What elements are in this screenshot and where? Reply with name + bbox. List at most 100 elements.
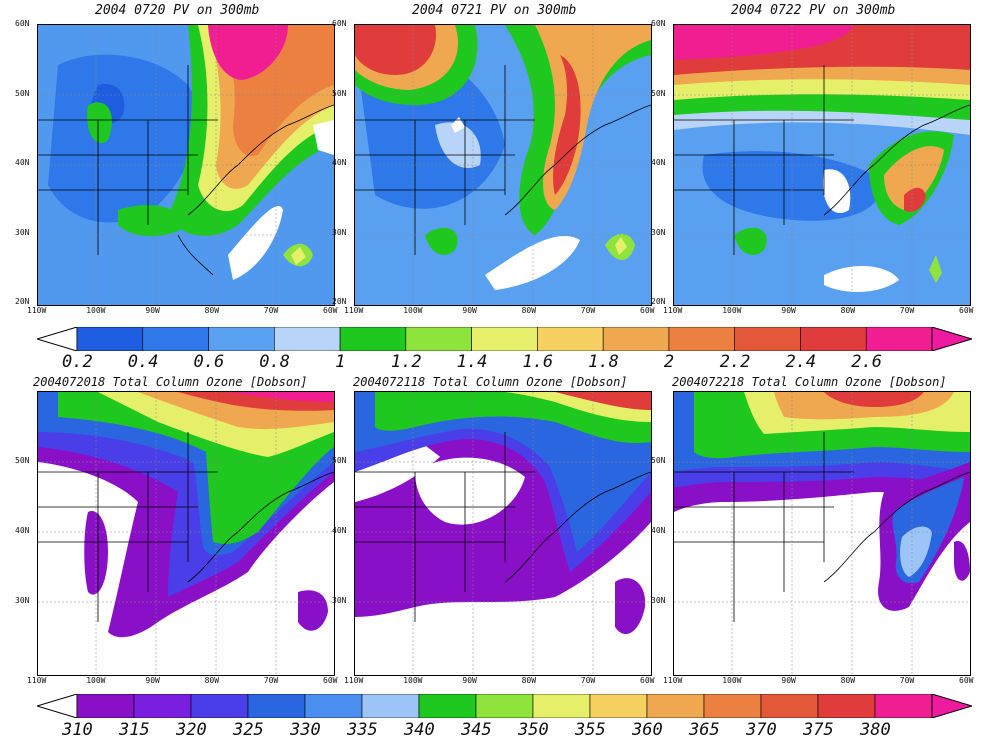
lon-label: 80W [840, 676, 856, 685]
lat-label: 60N [651, 19, 666, 28]
lon-label: 100W [722, 676, 742, 685]
colorbar-label: 310 [62, 720, 93, 740]
lat-label: 40N [651, 158, 666, 167]
colorbar-segment [247, 694, 306, 718]
lon-label: 90W [462, 676, 477, 685]
colorbar-label: 320 [176, 720, 207, 740]
lon-label: 70W [263, 306, 279, 315]
lon-label: 60W [323, 676, 338, 685]
colorbar-label: 2 [663, 352, 675, 372]
lon-label: 110W [27, 306, 47, 315]
colorbar-label: 365 [689, 720, 720, 740]
colorbar-label: 330 [290, 720, 321, 740]
lon-label: 90W [781, 306, 796, 315]
pv-map-0721 [354, 24, 652, 306]
lat-label: 30N [15, 596, 30, 605]
colorbar-label: 355 [575, 720, 606, 740]
lon-label: 60W [640, 306, 655, 315]
lon-label: 60W [323, 306, 338, 315]
colorbar-label: 370 [746, 720, 777, 740]
lat-label: 50N [15, 88, 30, 98]
colorbar-segment [76, 327, 144, 351]
lon-label: 60W [959, 306, 974, 315]
lon-label: 80W [204, 676, 220, 685]
colorbar-segment [361, 694, 420, 718]
lon-label: 70W [580, 306, 596, 315]
ozone-map-2004072218 [673, 391, 971, 676]
ozone-colorbar [37, 694, 972, 718]
lon-label: 90W [462, 306, 477, 315]
lon-label: 80W [840, 306, 856, 315]
colorbar-label: 0.4 [127, 352, 159, 372]
colorbar-label: 1.8 [588, 352, 619, 372]
colorbar-segment [537, 327, 604, 351]
lon-label: 110W [344, 676, 364, 685]
lat-label: 30N [651, 227, 666, 237]
colorbar-segment [532, 694, 591, 718]
pv-panel-title-2: 2004 0721 PV on 300mb [412, 3, 577, 18]
colorbar-label: 345 [461, 720, 492, 740]
lon-label: 110W [27, 676, 47, 685]
lat-label: 40N [15, 158, 30, 167]
ozone-map-2004072118 [354, 391, 652, 676]
colorbar-under-triangle [37, 694, 78, 718]
colorbar-segment [589, 694, 648, 718]
lon-label: 110W [663, 306, 683, 315]
lat-label: 60N [15, 19, 30, 28]
colorbar-segment [602, 327, 670, 351]
ozone-map-2004072018 [37, 391, 335, 676]
lon-label: 70W [263, 676, 279, 685]
lon-label: 80W [521, 676, 537, 685]
lat-label: 50N [332, 88, 347, 98]
colorbar-under-triangle [37, 327, 78, 351]
colorbar-segment [418, 694, 477, 718]
colorbar-label: 0.6 [193, 352, 225, 372]
lat-label: 30N [332, 596, 347, 605]
lat-label: 50N [332, 456, 347, 465]
lat-label: 60N [332, 19, 347, 28]
colorbar-label: 350 [518, 720, 549, 740]
colorbar-label: 325 [233, 720, 264, 740]
colorbar-label: 1.6 [522, 352, 554, 372]
colorbar-segment [190, 694, 249, 718]
lon-label: 80W [204, 306, 220, 315]
lon-label: 90W [145, 306, 160, 315]
colorbar-segment [646, 694, 705, 718]
colorbar-segment [475, 694, 534, 718]
colorbar-label: 2.2 [719, 352, 751, 372]
lon-label: 70W [899, 676, 915, 685]
lat-label: 40N [15, 526, 30, 535]
lon-label: 110W [663, 676, 683, 685]
colorbar-segment [133, 694, 192, 718]
lon-label: 110W [344, 306, 364, 315]
lat-label: 30N [15, 227, 30, 237]
lat-label: 20N [332, 297, 347, 306]
lon-label: 100W [722, 306, 742, 315]
lon-label: 100W [86, 676, 106, 685]
colorbar-over-triangle [931, 694, 972, 718]
colorbar-label: 335 [347, 720, 378, 740]
colorbar-segment [274, 327, 341, 351]
colorbar-label: 1 [335, 352, 346, 372]
colorbar-segment [760, 694, 819, 718]
colorbar-segment [668, 327, 735, 351]
colorbar-segment [76, 694, 135, 718]
colorbar-segment [703, 694, 762, 718]
colorbar-segment [865, 327, 933, 351]
lat-label: 50N [651, 88, 666, 98]
colorbar-label: 340 [404, 720, 435, 740]
colorbar-label: 2.6 [851, 352, 882, 372]
colorbar-label: 2.4 [785, 352, 817, 372]
colorbar-segment [800, 327, 867, 351]
lat-label: 40N [651, 526, 666, 535]
colorbar-segment [405, 327, 472, 351]
colorbar-label: 0.2 [62, 352, 93, 372]
lon-label: 70W [580, 676, 596, 685]
colorbar-segment [734, 327, 801, 351]
lat-label: 30N [332, 227, 347, 237]
ozone-panel-title-1: 2004072018 Total Column Ozone [Dobson] [33, 375, 308, 389]
lon-label: 90W [781, 676, 796, 685]
colorbar-segment [304, 694, 363, 718]
lon-label: 60W [640, 676, 655, 685]
colorbar-label: 360 [632, 720, 663, 740]
